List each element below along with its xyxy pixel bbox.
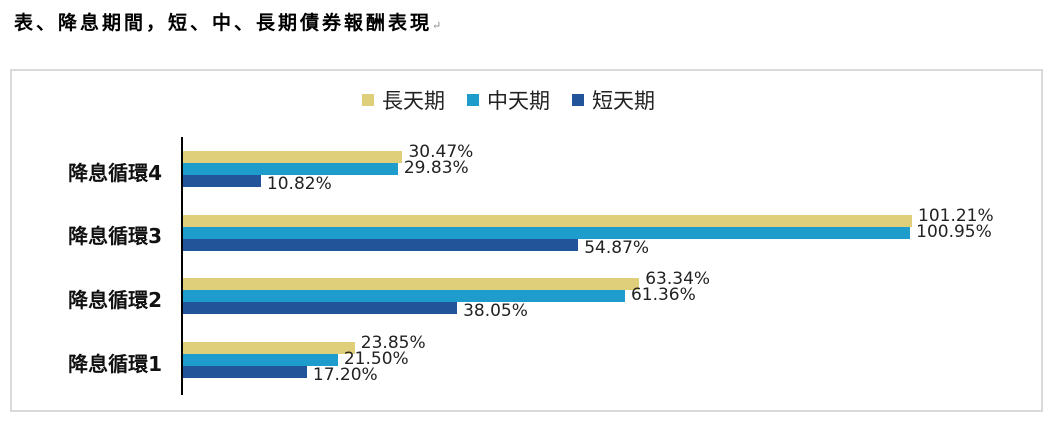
- bar: [183, 175, 261, 187]
- bar: [183, 151, 403, 163]
- bar: [183, 227, 911, 239]
- document-title: 表、降息期間，短、中、長期債券報酬表現↵: [14, 8, 441, 35]
- bar: [183, 278, 640, 290]
- chart-legend: 長天期 中天期 短天期: [362, 85, 655, 115]
- data-label: 63.34%: [645, 269, 711, 289]
- legend-item-long: 長天期: [362, 85, 445, 115]
- data-label: 21.50%: [343, 349, 409, 369]
- document-title-text: 表、降息期間，短、中、長期債券報酬表現: [14, 12, 433, 34]
- paragraph-mark-icon: ↵: [432, 19, 442, 32]
- legend-swatch-short-icon: [572, 94, 584, 106]
- legend-label-long: 長天期: [382, 89, 445, 113]
- data-label: 38.05%: [463, 301, 528, 321]
- category-label: 降息循環3: [68, 224, 162, 248]
- category-label: 降息循環2: [68, 288, 162, 312]
- category-axis-line: [181, 137, 183, 395]
- bar: [183, 239, 579, 251]
- legend-swatch-mid-icon: [467, 94, 479, 106]
- bar: [183, 290, 625, 302]
- chart-frame: [10, 69, 1043, 412]
- legend-item-short: 短天期: [572, 85, 655, 115]
- data-label: 30.47%: [408, 142, 474, 162]
- data-label: 61.36%: [630, 285, 696, 305]
- bar: [183, 215, 912, 227]
- legend-item-mid: 中天期: [467, 85, 550, 115]
- legend-label-mid: 中天期: [487, 89, 550, 113]
- data-label: 101.21%: [918, 206, 994, 226]
- category-label: 降息循環1: [68, 352, 162, 376]
- data-label: 10.82%: [266, 174, 332, 194]
- legend-swatch-long-icon: [362, 94, 374, 106]
- bar: [183, 354, 338, 366]
- data-label: 54.87%: [584, 238, 650, 258]
- bar: [183, 366, 307, 378]
- legend-label-short: 短天期: [592, 89, 655, 113]
- bar: [183, 302, 458, 314]
- data-label: 100.95%: [916, 222, 992, 242]
- data-label: 29.83%: [403, 158, 469, 178]
- data-label: 23.85%: [360, 333, 426, 353]
- bar: [183, 163, 398, 175]
- category-label: 降息循環4: [68, 161, 162, 185]
- bar: [183, 342, 355, 354]
- data-label: 17.20%: [312, 365, 378, 385]
